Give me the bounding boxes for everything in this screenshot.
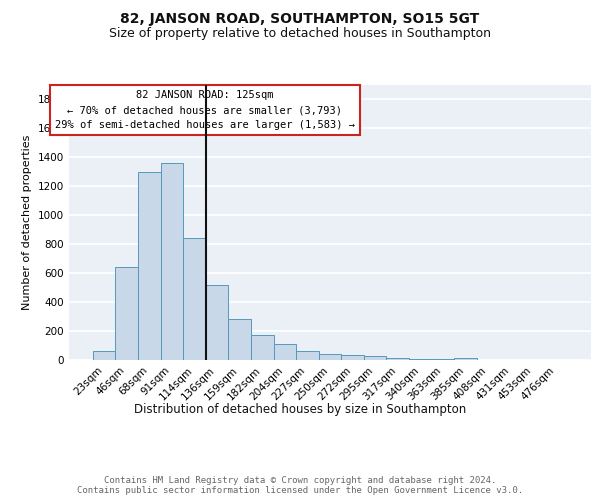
Bar bbox=[341, 355, 364, 360]
Bar bbox=[431, 359, 454, 360]
Bar bbox=[138, 172, 161, 360]
Bar bbox=[93, 352, 115, 360]
Bar bbox=[183, 238, 206, 360]
Bar bbox=[454, 358, 477, 360]
Bar bbox=[206, 284, 229, 360]
Bar bbox=[161, 163, 183, 360]
Bar bbox=[274, 344, 296, 360]
Bar bbox=[296, 350, 319, 360]
Bar bbox=[386, 358, 409, 360]
Y-axis label: Number of detached properties: Number of detached properties bbox=[22, 135, 32, 310]
Text: Distribution of detached houses by size in Southampton: Distribution of detached houses by size … bbox=[134, 402, 466, 415]
Text: Size of property relative to detached houses in Southampton: Size of property relative to detached ho… bbox=[109, 28, 491, 40]
Text: Contains HM Land Registry data © Crown copyright and database right 2024.
Contai: Contains HM Land Registry data © Crown c… bbox=[77, 476, 523, 495]
Text: 82 JANSON ROAD: 125sqm
← 70% of detached houses are smaller (3,793)
29% of semi-: 82 JANSON ROAD: 125sqm ← 70% of detached… bbox=[55, 90, 355, 130]
Bar bbox=[319, 354, 341, 360]
Text: 82, JANSON ROAD, SOUTHAMPTON, SO15 5GT: 82, JANSON ROAD, SOUTHAMPTON, SO15 5GT bbox=[121, 12, 479, 26]
Bar bbox=[229, 319, 251, 360]
Bar bbox=[251, 334, 274, 360]
Bar bbox=[115, 268, 138, 360]
Bar bbox=[364, 356, 386, 360]
Bar bbox=[409, 358, 431, 360]
